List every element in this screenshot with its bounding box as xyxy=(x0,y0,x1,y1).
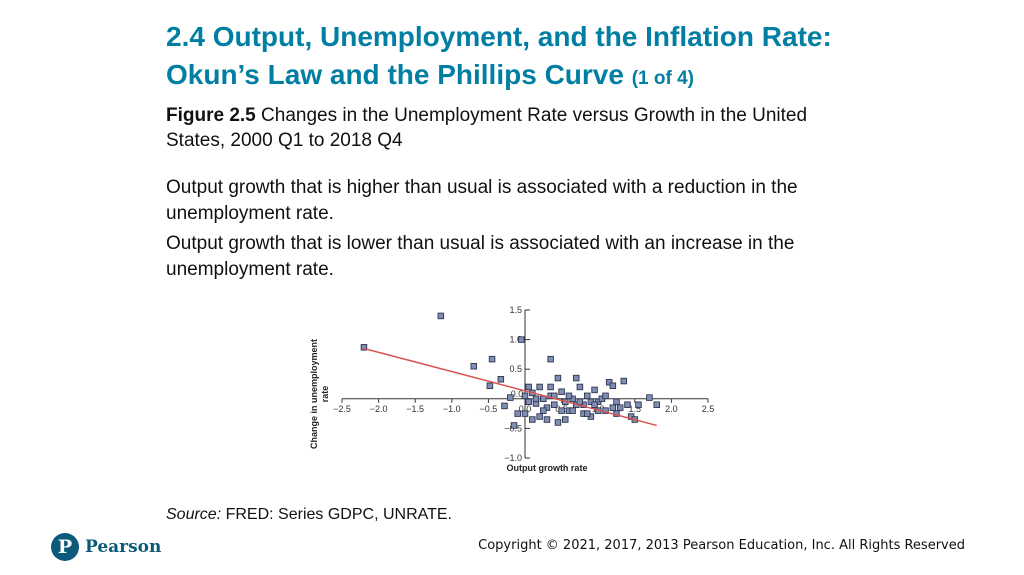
scatter-point xyxy=(635,401,642,408)
scatter-point xyxy=(583,410,591,417)
figure-caption: Figure 2.5 Changes in the Unemployment R… xyxy=(166,103,866,153)
x-tick-label: −1.5 xyxy=(406,404,424,414)
scatter-point xyxy=(510,422,518,429)
scatter-point xyxy=(554,419,562,426)
y-tick-label: 0.5 xyxy=(509,364,522,374)
figure-caption-text: Changes in the Unemployment Rate versus … xyxy=(166,105,808,151)
scatter-point xyxy=(609,382,617,390)
x-axis-label: Output growth rate xyxy=(506,463,587,473)
scatter-point xyxy=(602,392,609,400)
scatter-point xyxy=(576,383,584,391)
scatter-point xyxy=(514,410,521,417)
scatter-point xyxy=(525,398,532,406)
slide-title-text: 2.4 Output, Unemployment, and the Inflat… xyxy=(166,21,832,90)
scatter-point xyxy=(540,407,547,414)
scatter-point xyxy=(591,401,598,408)
scatter-point xyxy=(529,416,536,423)
scatter-point xyxy=(497,376,505,383)
scatter-point xyxy=(572,374,580,382)
scatter-point xyxy=(624,401,631,408)
x-tick-label: 2.5 xyxy=(702,404,715,414)
scatter-point xyxy=(558,407,565,414)
x-tick-label: 1.5 xyxy=(629,404,642,414)
scatter-point xyxy=(551,401,558,408)
copyright-notice: Copyright © 2021, 2017, 2013 Pearson Edu… xyxy=(478,538,965,553)
scatter-point xyxy=(591,386,598,394)
scatter-point xyxy=(646,394,653,401)
y-axis-label-line: rate xyxy=(320,386,330,403)
slide-part-indicator: (1 of 4) xyxy=(631,68,695,89)
figure-label: Figure 2.5 xyxy=(166,105,256,126)
source-text: FRED: Series GDPC, UNRATE. xyxy=(225,506,452,523)
bullet-higher-growth: Output growth that is higher than usual … xyxy=(166,177,798,224)
pearson-logo: P Pearson xyxy=(51,533,161,561)
okun-scatter-chart: −2.5 −2.0 −1.5 −1.0 −0.5 0.0 0.5 1.0 1.5 2.0 2.5 −… xyxy=(309,305,715,473)
scatter-point xyxy=(583,392,591,400)
scatter-point xyxy=(521,392,529,400)
x-tick-label: 0.0 xyxy=(519,404,532,414)
scatter-point xyxy=(558,388,565,395)
y-tick-label: 1.0 xyxy=(509,335,522,345)
scatter-point xyxy=(569,407,576,414)
slide-title: 2.4 Output, Unemployment, and the Inflat… xyxy=(166,18,886,98)
scatter-points xyxy=(360,312,661,429)
scatter-point xyxy=(613,398,620,406)
scatter-point xyxy=(507,394,514,401)
scatter-point xyxy=(521,410,529,417)
scatter-point xyxy=(518,336,525,343)
scatter-point xyxy=(536,413,543,420)
pearson-logo-text: Pearson xyxy=(85,537,162,557)
x-tick-label: −1.0 xyxy=(443,404,461,414)
scatter-point xyxy=(609,404,617,411)
scatter-point xyxy=(562,416,569,423)
x-tick-label: −2.0 xyxy=(370,404,388,414)
fit-line xyxy=(363,347,657,427)
pearson-logo-letter: P xyxy=(57,536,73,558)
scatter-point xyxy=(532,395,540,403)
scatter-point xyxy=(616,404,624,411)
scatter-point xyxy=(360,344,368,351)
scatter-point xyxy=(501,402,508,410)
scatter-point xyxy=(470,362,478,370)
scatter-point xyxy=(653,401,661,408)
y-tick-label-zero: 0.0 xyxy=(511,389,524,399)
bullet-lower-growth: Output growth that is lower than usual i… xyxy=(166,233,795,280)
x-tick-label: −0.5 xyxy=(480,404,498,414)
scatter-point xyxy=(620,377,628,385)
scatter-point xyxy=(488,355,496,363)
x-tick-label: −2.5 xyxy=(333,404,351,414)
scatter-point xyxy=(576,398,584,406)
scatter-point xyxy=(605,378,613,386)
scatter-point xyxy=(536,383,543,391)
scatter-point xyxy=(565,392,573,400)
pearson-logo-icon: P xyxy=(51,533,79,561)
y-axis-label: Change in unemploymentrate xyxy=(309,339,330,449)
scatter-point xyxy=(486,382,494,390)
scatter-point xyxy=(543,416,551,423)
x-tick-label: 2.0 xyxy=(665,404,678,414)
scatter-point xyxy=(547,383,554,391)
scatter-point xyxy=(554,374,562,382)
scatter-point xyxy=(437,312,445,320)
source-label: Source: xyxy=(166,506,222,523)
chart-axes xyxy=(342,310,708,458)
scatter-point xyxy=(525,383,532,391)
y-axis-label-line: Change in unemployment xyxy=(309,339,319,449)
y-tick-label: 1.5 xyxy=(509,305,522,315)
source-note: Source: FRED: Series GDPC, UNRATE. xyxy=(166,506,452,524)
y-tick-label: −1.0 xyxy=(504,453,522,463)
scatter-point xyxy=(547,355,554,363)
